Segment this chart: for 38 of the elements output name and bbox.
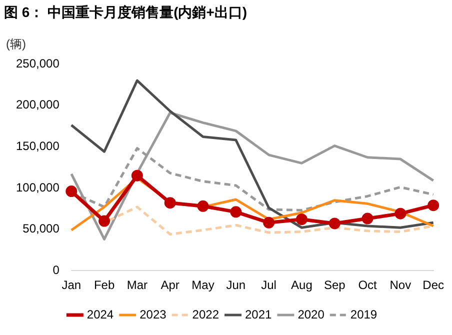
legend-label: 2024 — [86, 307, 114, 322]
x-tick-label: Aug — [291, 278, 312, 292]
point — [164, 197, 176, 209]
legend-label: 2021 — [245, 307, 272, 322]
x-tick-label: Feb — [94, 278, 115, 292]
point — [428, 200, 440, 212]
x-tick-label: Jan — [62, 278, 82, 292]
legend-label: 2019 — [350, 307, 378, 322]
point — [328, 218, 340, 230]
y-tick-label: 200,000 — [16, 98, 60, 112]
x-tick-label: May — [192, 278, 214, 292]
point — [230, 206, 242, 218]
point — [263, 216, 275, 228]
legend-label: 2020 — [298, 307, 325, 322]
x-tick-label: Dec — [422, 278, 444, 292]
legend-label: 2023 — [140, 307, 167, 322]
x-tick-label: Apr — [160, 278, 180, 292]
point — [394, 208, 406, 220]
point — [197, 200, 209, 212]
x-tick-label: Jul — [261, 278, 276, 292]
x-tick-label: Jun — [226, 278, 246, 292]
y-tick-label: 50,000 — [22, 222, 60, 236]
y-tick-label: 250,000 — [16, 56, 60, 70]
y-axis-title: (辆) — [6, 36, 26, 53]
y-tick-label: 0 — [52, 262, 60, 277]
point — [66, 186, 78, 198]
x-tick-label: Nov — [390, 278, 412, 292]
chart-title: 图 6： 中国重卡月度销售量(内銷+出口) — [4, 4, 248, 22]
y-tick-label: 150,000 — [16, 138, 60, 153]
point — [362, 212, 374, 224]
x-tick-label: Sep — [324, 278, 346, 292]
y-tick-label: 100,000 — [16, 180, 60, 194]
point — [296, 214, 308, 226]
point — [131, 170, 143, 182]
x-tick-label: Mar — [126, 278, 148, 292]
x-tick-label: Oct — [358, 278, 378, 292]
point — [98, 215, 110, 227]
legend-label: 2022 — [192, 307, 220, 322]
